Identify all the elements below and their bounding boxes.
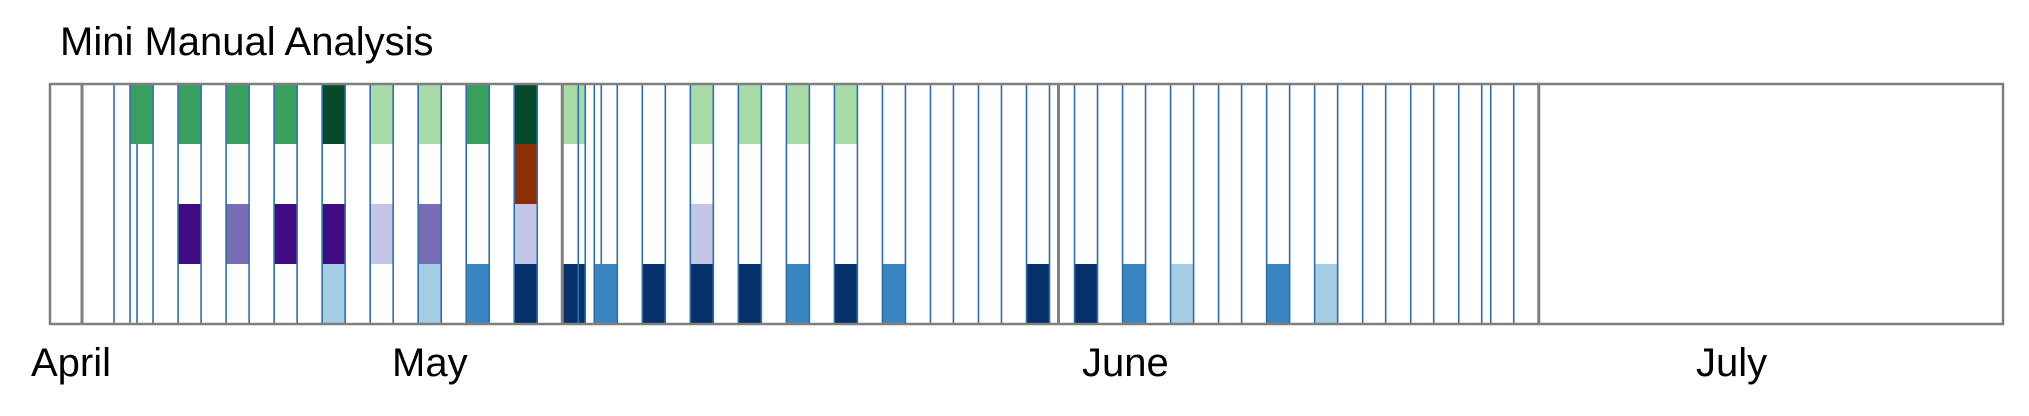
heatmap-cell: [642, 264, 666, 324]
heatmap-cell: [690, 84, 714, 144]
heatmap-cell: [834, 264, 858, 324]
heatmap-cell: [834, 84, 858, 144]
heatmap-cell: [130, 84, 154, 144]
heatmap-cell: [370, 204, 394, 264]
heatmap-cell: [274, 84, 298, 144]
heatmap-cell: [514, 204, 538, 264]
heatmap-cell: [274, 204, 298, 264]
heatmap-cell: [562, 264, 586, 324]
heatmap-cell: [322, 204, 346, 264]
heatmap-cell: [418, 264, 442, 324]
heatmap-cell: [226, 84, 250, 144]
heatmap-cell: [466, 264, 490, 324]
month-label: April: [31, 341, 111, 385]
heatmap-cell: [178, 204, 202, 264]
heatmap-cell: [690, 204, 714, 264]
heatmap-cell: [1170, 264, 1194, 324]
heatmap-cell: [738, 264, 762, 324]
month-label: July: [1696, 341, 1767, 385]
heatmap-cell: [226, 204, 250, 264]
heatmap-cell: [786, 84, 810, 144]
chart-title: Mini Manual Analysis: [60, 20, 434, 64]
heatmap-cell: [1074, 264, 1098, 324]
heatmap-cell: [370, 84, 394, 144]
heatmap-cell: [466, 84, 490, 144]
month-label: May: [392, 341, 468, 385]
heatmap-cell: [562, 84, 586, 144]
heatmap-cell: [738, 84, 762, 144]
heatmap-cell: [690, 264, 714, 324]
heatmap-cell: [418, 204, 442, 264]
month-label: June: [1082, 341, 1169, 385]
plot-frame: [48, 82, 2005, 326]
heatmap-cell: [882, 264, 906, 324]
heatmap-cell: [786, 264, 810, 324]
heatmap-cell: [1266, 264, 1290, 324]
heatmap-cell: [322, 84, 346, 144]
heatmap-cell: [178, 84, 202, 144]
heatmap-cell: [322, 264, 346, 324]
heatmap-cell: [514, 264, 538, 324]
heatmap-cell: [514, 144, 538, 204]
heatmap-cell: [594, 264, 618, 324]
heatmap-cell: [418, 84, 442, 144]
heatmap-cell: [514, 84, 538, 144]
heatmap-cell: [1026, 264, 1050, 324]
heatmap-cell: [1122, 264, 1146, 324]
heatmap-cell: [1314, 264, 1338, 324]
